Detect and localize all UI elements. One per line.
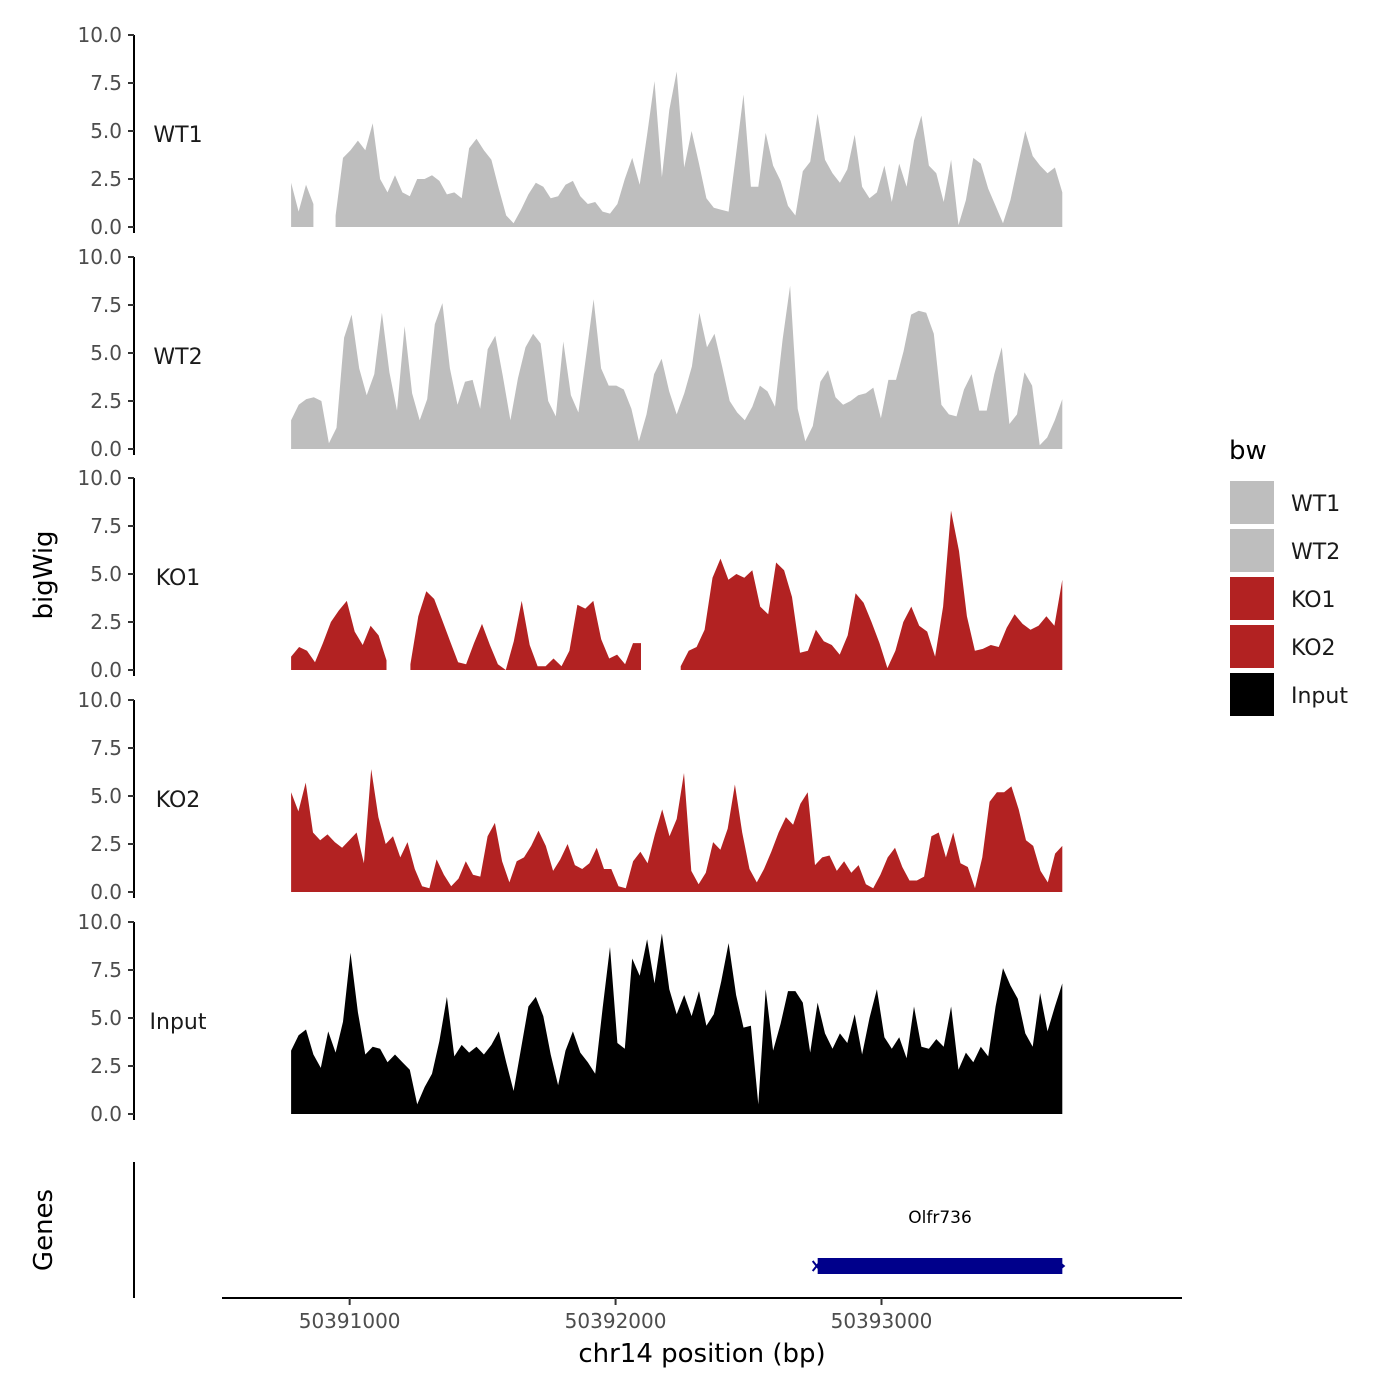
legend-swatch-ko2	[1230, 625, 1274, 668]
y-tick-label-wt1-0: 0.0	[90, 215, 122, 239]
y-tick-label-input-4: 10.0	[77, 910, 122, 934]
x-axis: 50391000 50392000 50393000 chr14 position …	[222, 1297, 1182, 1369]
y-tick-label-wt2-2: 5.0	[90, 341, 122, 365]
legend-swatch-wt2	[1230, 529, 1274, 572]
legend-label-wt1: WT1	[1291, 492, 1340, 517]
y-tick-label-ko1-0: 0.0	[90, 658, 122, 682]
y-tick-label-wt1-4: 10.0	[77, 23, 122, 47]
y-tick-label-ko1-1: 2.5	[90, 610, 122, 634]
y-tick-label-ko2-4: 10.0	[77, 688, 122, 712]
legend-label-input: Input	[1291, 684, 1348, 709]
gene-label-olfr736: Olfr736	[908, 1208, 972, 1228]
y-tick-label-wt2-4: 10.0	[77, 245, 122, 269]
track-wt1: 0.0 2.5 5.0 7.5 10.0 WT1	[77, 23, 1063, 239]
y-axis-title: bigWig	[29, 530, 59, 619]
x-tick-label-2: 50393000	[831, 1309, 933, 1333]
track-label-wt2: WT2	[153, 345, 202, 370]
gene-end-mark	[1060, 1262, 1066, 1270]
y-tick-label-wt1-3: 7.5	[90, 71, 122, 95]
track-input: 0.0 2.5 5.0 7.5 10.0 Input	[77, 910, 1063, 1126]
y-tick-label-input-2: 5.0	[90, 1006, 122, 1030]
area-wt1-segment-1	[335, 71, 1063, 227]
y-tick-label-wt2-3: 7.5	[90, 293, 122, 317]
y-tick-label-ko2-2: 5.0	[90, 784, 122, 808]
legend-label-ko1: KO1	[1291, 588, 1336, 613]
x-tick-label-1: 50392000	[565, 1309, 667, 1333]
area-wt1-segment-0	[291, 182, 314, 227]
track-label-ko2: KO2	[156, 788, 201, 813]
track-label-input: Input	[150, 1010, 207, 1035]
gene-start-mark	[811, 1260, 822, 1272]
y-tick-label-wt1-2: 5.0	[90, 119, 122, 143]
gene-body-olfr736	[817, 1258, 1063, 1274]
x-axis-title: chr14 position (bp)	[578, 1339, 825, 1369]
x-tick-label-0: 50391000	[299, 1309, 401, 1333]
track-ko2: 0.0 2.5 5.0 7.5 10.0 KO2	[77, 688, 1063, 904]
legend-swatch-input	[1230, 673, 1274, 716]
area-ko1-segment-2	[680, 510, 1063, 670]
y-tick-label-input-0: 0.0	[90, 1102, 122, 1126]
legend-swatch-ko1	[1230, 577, 1274, 620]
y-tick-label-input-1: 2.5	[90, 1054, 122, 1078]
area-ko1-segment-0	[291, 600, 387, 670]
gene-marks: Olfr736	[811, 1208, 1066, 1274]
y-tick-label-ko2-3: 7.5	[90, 736, 122, 760]
y-tick-label-input-3: 7.5	[90, 958, 122, 982]
y-tick-label-ko1-3: 7.5	[90, 514, 122, 538]
legend-label-ko2: KO2	[1291, 636, 1336, 661]
legend-label-wt2: WT2	[1291, 540, 1340, 565]
track-ko1: 0.0 2.5 5.0 7.5 10.0 KO1	[77, 466, 1063, 682]
track-label-ko1: KO1	[156, 566, 201, 591]
y-tick-label-wt2-1: 2.5	[90, 389, 122, 413]
legend-items: WT1 WT2 KO1 KO2 Input	[1230, 481, 1348, 716]
gene-panel: Genes Olfr736	[29, 1162, 1066, 1298]
legend-swatch-wt1	[1230, 481, 1274, 524]
track-label-wt1: WT1	[153, 123, 202, 148]
y-tick-label-ko2-1: 2.5	[90, 832, 122, 856]
tracks-group: 0.02.55.07.510.0WT10.02.55.07.510.0WT20.…	[77, 23, 1063, 1126]
legend: bw WT1 WT2 KO1 KO2 Input	[1229, 436, 1348, 716]
x-ticks: 50391000 50392000 50393000	[299, 1298, 933, 1333]
area-ko2-segment-0	[291, 769, 1063, 892]
area-wt2-segment-0	[291, 285, 1063, 449]
y-tick-label-ko2-0: 0.0	[90, 880, 122, 904]
area-ko1-segment-1	[410, 591, 641, 670]
track-wt2: 0.0 2.5 5.0 7.5 10.0 WT2	[77, 245, 1063, 461]
y-tick-label-ko1-2: 5.0	[90, 562, 122, 586]
legend-title: bw	[1229, 436, 1267, 466]
y-tick-label-ko1-4: 10.0	[77, 466, 122, 490]
area-input-segment-0	[291, 933, 1063, 1114]
y-tick-label-wt1-1: 2.5	[90, 167, 122, 191]
gene-track-title: Genes	[29, 1189, 59, 1271]
y-tick-label-wt2-0: 0.0	[90, 437, 122, 461]
